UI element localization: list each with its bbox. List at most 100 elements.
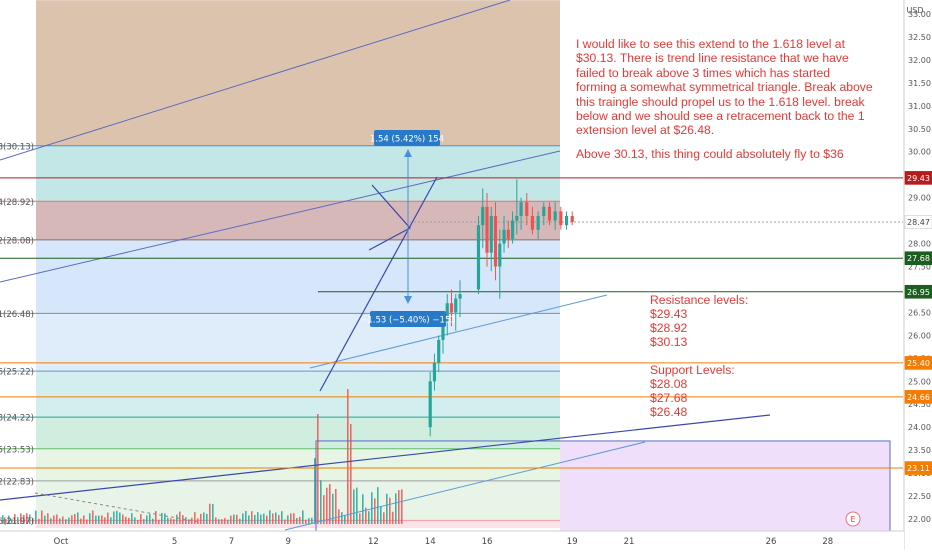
candle-body (515, 216, 519, 221)
volume-bar (74, 513, 76, 524)
volume-bar (203, 512, 205, 524)
volume-bar (332, 493, 334, 524)
volume-bar (179, 511, 181, 524)
volume-bar (344, 515, 346, 524)
volume-bar (44, 515, 46, 524)
volume-bar (392, 511, 394, 524)
measure-up-box[interactable] (374, 130, 440, 146)
volume-bar (113, 511, 115, 524)
volume-bar (62, 516, 64, 524)
fib-band (36, 313, 560, 372)
candle (542, 202, 546, 226)
volume-bar (299, 516, 301, 524)
candle-body (510, 220, 515, 239)
candle-body (449, 303, 454, 313)
volume-bar (176, 514, 178, 524)
candle-body (547, 206, 552, 221)
trend-lines[interactable] (0, 0, 771, 531)
trend-line-channel-lower[interactable] (309, 294, 608, 369)
volume-bar (266, 515, 268, 524)
volume-bar (32, 518, 34, 524)
volume-bar (236, 514, 238, 524)
price-tick-label: 26.00 (908, 331, 931, 340)
volume-bar (119, 512, 121, 524)
annotation-second: Above 30.13, this thing could absolutely… (576, 147, 844, 161)
price-tick-label: 25.00 (908, 377, 931, 386)
price-tick-label: 31.50 (908, 79, 931, 88)
volume-bar (347, 389, 349, 524)
resistance-level-3: $30.13 (650, 335, 688, 349)
earnings-icon[interactable] (845, 511, 861, 527)
horizontal-price-lines[interactable] (0, 177, 903, 469)
fib-bands (36, 0, 560, 529)
trend-line-base[interactable] (284, 441, 646, 531)
volume-bar (323, 495, 325, 524)
candle (476, 216, 481, 295)
volume-bar (86, 519, 88, 524)
price-tick-label: 28.00 (908, 240, 931, 249)
price-tick-label: 30.00 (908, 148, 931, 157)
volume-bar (368, 511, 370, 524)
trend-line-resistance[interactable] (0, 150, 561, 283)
price-axis[interactable]: USD22.0022.5023.0023.5024.0024.5025.0025… (903, 0, 932, 550)
volume-bar (278, 514, 280, 524)
time-axis[interactable]: Oct57912141619212628Nov4911 (0, 530, 932, 550)
price-tick-label: 24.50 (908, 400, 931, 409)
candle (493, 202, 498, 281)
price-tick-label: 22.50 (908, 492, 931, 501)
price-range-measure[interactable]: 1.54 (5.42%) 154 −1.53 (−5.40%) −153 (360, 130, 456, 327)
volume-bar (98, 515, 100, 524)
volume-bar (167, 517, 169, 524)
volume-bar (170, 518, 172, 524)
candles (428, 179, 574, 437)
volume-bar (161, 512, 163, 524)
measure-down-label: −1.53 (−5.40%) −153 (360, 316, 456, 326)
candle (536, 211, 540, 239)
volume-bar (209, 503, 211, 524)
symmetrical-triangle[interactable] (368, 184, 411, 251)
volume-bar (260, 514, 262, 524)
triangle-pattern[interactable] (368, 184, 411, 251)
candle-body (502, 229, 506, 244)
candle-body (536, 216, 540, 230)
volume-bar (314, 458, 316, 524)
projection-box-fill (560, 440, 890, 531)
volume-bar (215, 517, 217, 524)
support-title: Support Levels: (650, 363, 735, 377)
volume-bar (143, 519, 145, 524)
volume-bar (71, 515, 73, 524)
measure-up-arrow (404, 149, 412, 157)
volume-bar (110, 517, 112, 524)
volume-bar (26, 513, 28, 524)
candle (553, 202, 557, 230)
volume-bar (398, 490, 400, 524)
trend-line-breakout[interactable] (319, 176, 438, 392)
candle-body (553, 211, 557, 221)
fib-label: 1.272(28.08) (0, 236, 34, 246)
price-tick-label: 26.50 (908, 308, 931, 317)
resistance-level-1: $29.43 (650, 307, 688, 321)
trend-line-dashed[interactable] (34, 492, 201, 523)
volume-bar (128, 517, 130, 524)
volume-bar (395, 493, 397, 524)
trend-line-upper-channel[interactable] (0, 0, 511, 161)
fib-level-lines (0, 145, 560, 521)
volume-bar (245, 510, 247, 524)
trend-line-long-support[interactable] (0, 414, 771, 501)
candle-body (458, 294, 462, 299)
volume-bar (68, 517, 70, 524)
support-level-1: $28.08 (650, 377, 688, 391)
price-badge: 23.11 (904, 461, 932, 475)
candle (449, 289, 454, 327)
measure-down-box[interactable] (370, 311, 446, 327)
volume-bar (92, 510, 94, 524)
volume-bar (284, 519, 286, 524)
price-badge-box (904, 461, 932, 475)
fib-band (36, 480, 560, 521)
price-tick-label: 23.50 (908, 446, 931, 455)
volume-bar (296, 517, 298, 524)
earnings-marker[interactable]: E (845, 511, 861, 527)
price-tick-label: 29.00 (908, 194, 931, 203)
time-tick-label: 9 (285, 537, 290, 547)
